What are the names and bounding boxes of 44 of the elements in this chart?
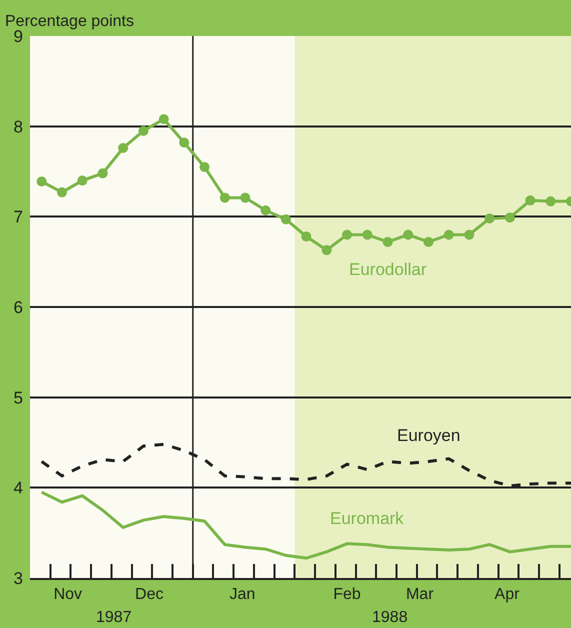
series-label: Eurodollar xyxy=(349,260,427,279)
point xyxy=(403,230,414,240)
point xyxy=(158,114,169,124)
y-tick-label: 6 xyxy=(14,298,23,317)
point xyxy=(362,230,372,240)
point xyxy=(220,192,230,203)
text: 1988 xyxy=(372,609,408,626)
point xyxy=(342,230,352,240)
point xyxy=(200,162,210,172)
x-tick-label: Nov xyxy=(54,586,82,604)
point xyxy=(525,195,536,206)
point xyxy=(56,187,67,198)
y-tick-label: 3 xyxy=(14,568,23,588)
series-label: Euromark xyxy=(330,509,404,528)
x-tick-label: Dec xyxy=(135,586,164,604)
point xyxy=(301,232,312,242)
x-tick-label: Apr xyxy=(494,586,520,604)
point xyxy=(36,176,47,186)
point xyxy=(546,196,556,206)
point xyxy=(464,230,474,240)
y-tick-label: 8 xyxy=(14,117,23,136)
point xyxy=(322,245,332,256)
x-tick-label: Feb xyxy=(333,586,361,604)
x-tick-label: Mar xyxy=(406,586,434,604)
point xyxy=(240,192,250,203)
point xyxy=(444,230,454,240)
point xyxy=(260,205,271,216)
y-tick-label: 5 xyxy=(14,388,23,408)
point xyxy=(118,143,128,154)
point xyxy=(504,212,515,223)
point xyxy=(77,176,88,186)
point xyxy=(98,168,108,178)
y-tick-label: 7 xyxy=(14,208,23,227)
line-series xyxy=(40,490,571,560)
point xyxy=(423,236,434,247)
point xyxy=(484,213,495,224)
point xyxy=(382,236,393,247)
point xyxy=(138,126,148,136)
series-label: Euroyen xyxy=(397,426,460,445)
point xyxy=(179,138,190,148)
text: 1987 xyxy=(96,609,132,626)
x-tick-label: Jan xyxy=(229,586,256,604)
y-tick-label: 4 xyxy=(14,478,23,498)
point xyxy=(280,214,291,224)
